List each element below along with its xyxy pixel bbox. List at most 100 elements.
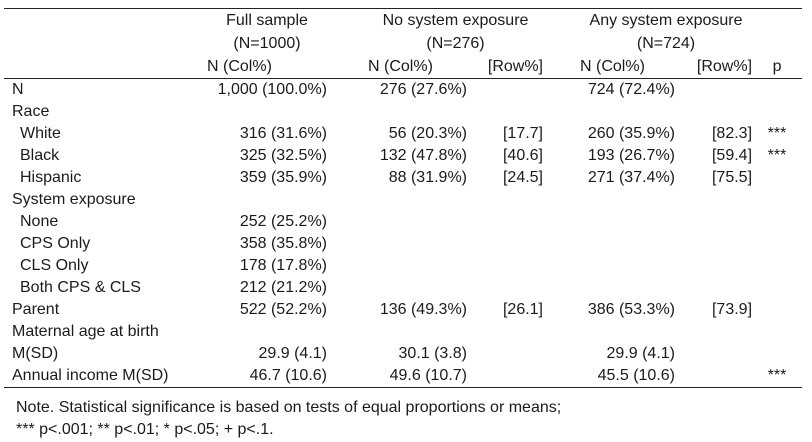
- cell-no-exposure-ncol: 136 (49.3%): [379, 301, 467, 318]
- cell-full-sample-ncol: 522 (52.2%): [239, 301, 327, 318]
- cell-no-exposure-rowpct: [467, 233, 543, 255]
- subheader-any-exposure-ncol: N (Col%): [543, 55, 675, 79]
- cell-any-exposure-ncol: 193 (26.7%): [587, 147, 675, 164]
- cell-no-exposure-rowpct: [467, 321, 543, 343]
- cell-full-sample-ncol: [207, 189, 327, 211]
- cell-full-sample-ncol: 212 (21.2%): [239, 279, 327, 296]
- table-row: Both CPS & CLS 212 (21.2%): [4, 277, 802, 299]
- cell-any-exposure-ncol: 29.9 (4.1): [606, 345, 675, 362]
- table-row: CLS Only 178 (17.8%): [4, 255, 802, 277]
- cell-p-value: [752, 233, 802, 255]
- row-label: Race: [12, 103, 50, 120]
- cell-any-exposure-rowpct: [675, 365, 753, 388]
- cell-no-exposure-rowpct: [467, 189, 543, 211]
- cell-any-exposure-rowpct: [675, 101, 752, 123]
- row-label: Parent: [12, 301, 60, 318]
- cell-any-exposure-rowpct: [675, 233, 752, 255]
- cell-p-value: [752, 321, 802, 343]
- cell-full-sample-ncol: 178 (17.8%): [239, 257, 327, 274]
- cell-no-exposure-ncol: [327, 255, 467, 277]
- cell-any-exposure-rowpct: [75.5]: [711, 169, 753, 186]
- cell-any-exposure-rowpct: [675, 277, 752, 299]
- cell-p-value: ***: [767, 125, 787, 142]
- cell-no-exposure-rowpct: [17.7]: [502, 125, 543, 142]
- cell-full-sample-ncol: 29.9 (4.1): [258, 345, 327, 362]
- cell-no-exposure-rowpct: [467, 277, 543, 299]
- table-row: Hispanic 359 (35.9%) 88 (31.9%) [24.5] 271 (…: [4, 167, 802, 189]
- row-label: CPS Only: [20, 235, 91, 252]
- cell-no-exposure-rowpct: [26.1]: [502, 301, 543, 318]
- cell-any-exposure-ncol: [543, 233, 675, 255]
- note-significance-thresholds: *** p<.001; ** p<.01; * p<.05; + p<.1.: [16, 421, 274, 438]
- cell-any-exposure-rowpct: [59.4]: [711, 147, 753, 164]
- cell-any-exposure-ncol: [543, 321, 675, 343]
- cell-full-sample-ncol: 325 (32.5%): [239, 147, 327, 164]
- table-row: Black 325 (32.5%) 132 (47.8%) [40.6] 193 (26…: [4, 145, 802, 167]
- cell-no-exposure-ncol: [327, 277, 467, 299]
- cell-no-exposure-rowpct: [24.5]: [502, 169, 543, 186]
- subheader-no-exposure-ncol: N (Col%): [327, 55, 467, 79]
- group-n-any-exposure: (N=724): [636, 35, 696, 52]
- group-n-full-sample: (N=1000): [233, 35, 301, 52]
- group-title-row: Full sample No system exposure Any syste…: [4, 9, 802, 33]
- cell-no-exposure-ncol: [327, 233, 467, 255]
- table-notes: Note. Statistical significance is based …: [16, 397, 561, 441]
- cell-p-value: ***: [752, 365, 803, 388]
- cell-no-exposure-ncol: [327, 211, 467, 233]
- cell-any-exposure-rowpct: [82.3]: [711, 125, 753, 142]
- cell-no-exposure-ncol: [327, 189, 467, 211]
- row-label: Maternal age at birth: [12, 323, 159, 340]
- cell-any-exposure-ncol: 45.5 (10.6): [543, 365, 675, 388]
- cell-any-exposure-ncol: [543, 189, 675, 211]
- cell-full-sample-ncol: [207, 321, 327, 343]
- cell-full-sample-ncol: 46.7 (10.6): [207, 365, 327, 388]
- cell-no-exposure-rowpct: [467, 211, 543, 233]
- cell-full-sample-ncol: [207, 101, 327, 123]
- cell-full-sample-ncol: 316 (31.6%): [239, 125, 327, 142]
- table-row: Parent 522 (52.2%) 136 (49.3%) [26.1] 386 (5…: [4, 299, 802, 321]
- descriptive-statistics-table: Full sample No system exposure Any syste…: [4, 8, 803, 438]
- table-row: CPS Only 358 (35.8%): [4, 233, 802, 255]
- table-row: None 252 (25.2%): [4, 211, 802, 233]
- cell-any-exposure-ncol: 724 (72.4%): [587, 81, 675, 98]
- row-label: Annual income M(SD): [4, 365, 207, 388]
- group-title-full-sample: Full sample: [226, 12, 308, 29]
- group-n-row: (N=1000) (N=276) (N=724): [4, 32, 802, 55]
- cell-no-exposure-ncol: 276 (27.6%): [379, 81, 467, 98]
- table-header: Full sample No system exposure Any syste…: [4, 9, 803, 79]
- cell-any-exposure-rowpct: [675, 211, 752, 233]
- cell-full-sample-ncol: 1,000 (100.0%): [217, 81, 327, 98]
- row-label: System exposure: [12, 191, 136, 208]
- sub-header-row: N (Col%) N (Col%) [Row%] N (Col%) [Row%]…: [4, 55, 803, 79]
- cell-any-exposure-rowpct: [675, 189, 752, 211]
- cell-any-exposure-rowpct: [675, 343, 752, 365]
- subheader-no-exposure-rowpct: [Row%]: [467, 55, 543, 79]
- table-row: Race: [4, 101, 802, 123]
- cell-no-exposure-ncol: 56 (20.3%): [388, 125, 467, 142]
- cell-p-value: ***: [767, 147, 787, 164]
- group-n-no-exposure: (N=276): [426, 35, 485, 52]
- row-label: White: [20, 125, 61, 142]
- group-title-no-exposure: No system exposure: [382, 12, 529, 29]
- cell-any-exposure-ncol: [543, 101, 675, 123]
- cell-full-sample-ncol: 252 (25.2%): [239, 213, 327, 230]
- table-row: White 316 (31.6%) 56 (20.3%) [17.7] 260 (35.…: [4, 123, 802, 145]
- cell-no-exposure-rowpct: [467, 255, 543, 277]
- row-label: Hispanic: [20, 169, 82, 186]
- subheader-p-value: p: [752, 55, 803, 79]
- group-title-any-exposure: Any system exposure: [589, 12, 743, 29]
- cell-any-exposure-ncol: 386 (53.3%): [587, 301, 675, 318]
- header-spacer: [752, 9, 802, 33]
- row-label: M(SD): [12, 345, 59, 362]
- cell-any-exposure-rowpct: [675, 321, 752, 343]
- cell-no-exposure-ncol: 88 (31.9%): [388, 169, 467, 186]
- cell-any-exposure-ncol: [543, 211, 675, 233]
- note-significance-basis: Note. Statistical significance is based …: [16, 399, 562, 416]
- row-label: None: [20, 213, 59, 230]
- cell-no-exposure-rowpct: [467, 79, 543, 102]
- table-row: System exposure: [4, 189, 802, 211]
- row-label: Both CPS & CLS: [20, 279, 141, 296]
- table-row: Maternal age at birth: [4, 321, 802, 343]
- cell-full-sample-ncol: 358 (35.8%): [239, 235, 327, 252]
- row-label: N: [12, 81, 24, 98]
